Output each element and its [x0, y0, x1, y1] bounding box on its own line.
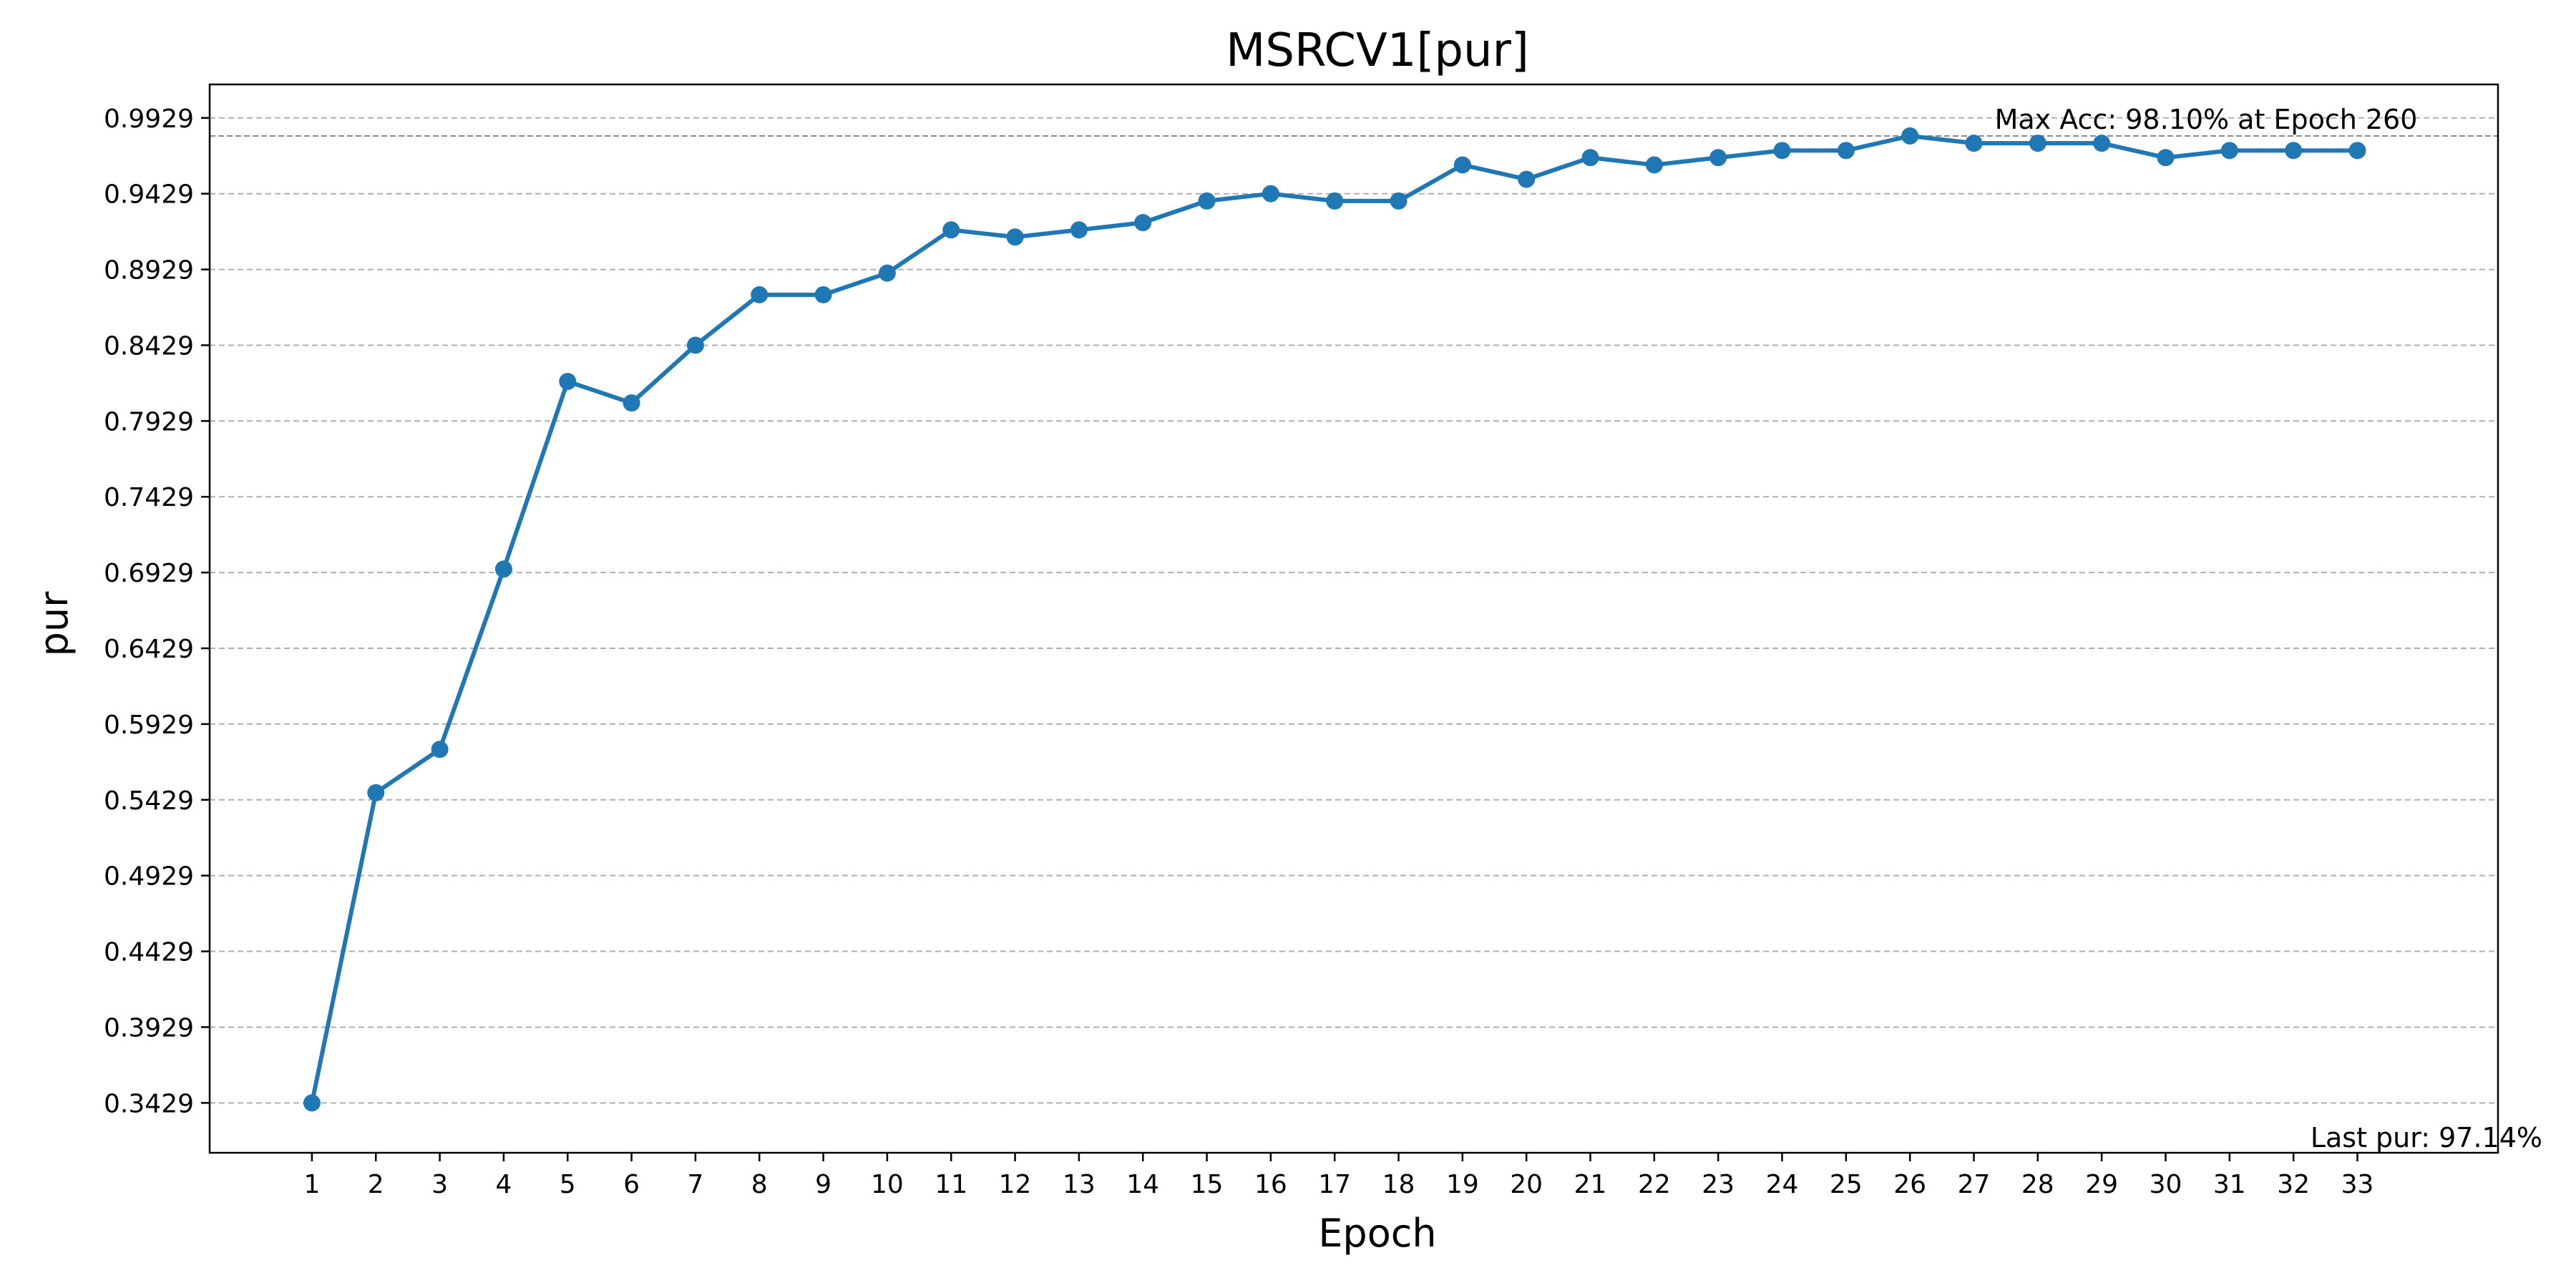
x-tick-label: 16 — [1254, 1170, 1287, 1199]
x-tick-label: 13 — [1063, 1170, 1096, 1199]
x-tick-label: 24 — [1766, 1170, 1799, 1199]
series-line-layer — [309, 134, 2358, 1103]
data-point — [2093, 135, 2111, 152]
x-tick-label: 7 — [687, 1170, 703, 1199]
x-tick-label: 1 — [303, 1170, 320, 1199]
y-tick-label: 0.8929 — [104, 256, 194, 286]
x-tick-label: 5 — [560, 1170, 576, 1199]
x-axis-ticks: 1 2 3 4 5 6 7 8 9 10 11 12 13 14 15 16 17 18 19 20 21 22 23 24 2… — [303, 1153, 2373, 1199]
x-tick-label: 28 — [2021, 1170, 2054, 1199]
series-line — [309, 134, 2358, 1103]
y-tick-label: 0.4429 — [104, 938, 194, 967]
data-point — [2157, 149, 2175, 167]
x-tick-label: 30 — [2150, 1170, 2182, 1199]
y-tick-label: 0.4929 — [104, 862, 194, 892]
last-value-annotation: Last pur: 97.14% — [2311, 1122, 2542, 1153]
data-point — [623, 394, 640, 412]
x-tick-label: 22 — [1638, 1170, 1671, 1199]
data-point — [1837, 142, 1855, 160]
data-point — [1709, 149, 1727, 167]
x-tick-label: 21 — [1574, 1170, 1607, 1199]
x-tick-label: 4 — [495, 1170, 512, 1199]
data-point — [1390, 192, 1407, 210]
data-point — [2348, 142, 2366, 160]
x-tick-label: 27 — [1958, 1170, 1991, 1199]
y-tick-label: 0.9429 — [104, 180, 194, 210]
data-point — [1518, 170, 1536, 188]
x-tick-label: 32 — [2277, 1170, 2310, 1199]
x-tick-label: 33 — [2341, 1170, 2374, 1199]
y-tick-label: 0.3429 — [104, 1089, 194, 1118]
data-point — [1326, 192, 1344, 210]
y-tick-label: 0.3929 — [104, 1013, 194, 1043]
data-point — [814, 286, 832, 303]
x-tick-label: 20 — [1510, 1170, 1543, 1199]
x-tick-label: 9 — [815, 1170, 831, 1199]
x-tick-label: 8 — [751, 1170, 768, 1199]
data-point — [1645, 156, 1663, 174]
chart-title: MSRCV1[pur] — [1226, 24, 1529, 77]
x-tick-label: 11 — [935, 1170, 967, 1199]
x-tick-label: 31 — [2213, 1170, 2246, 1199]
y-tick-label: 0.6429 — [104, 635, 194, 664]
data-point — [1134, 214, 1152, 232]
grid-lines — [210, 117, 2498, 1104]
x-tick-label: 17 — [1318, 1170, 1351, 1199]
data-point — [2029, 135, 2046, 152]
x-tick-label: 25 — [1830, 1170, 1863, 1199]
x-tick-label: 12 — [999, 1170, 1032, 1199]
data-point — [686, 336, 704, 354]
data-point — [367, 784, 385, 801]
x-tick-label: 10 — [871, 1170, 904, 1199]
y-tick-label: 0.7929 — [104, 407, 194, 436]
x-tick-label: 18 — [1382, 1170, 1415, 1199]
x-axis-label: Epoch — [1318, 1211, 1436, 1256]
data-point — [1773, 142, 1791, 160]
data-point — [1198, 192, 1216, 210]
x-tick-label: 26 — [1893, 1170, 1926, 1199]
x-tick-label: 23 — [1702, 1170, 1735, 1199]
data-point — [751, 286, 769, 303]
series-points-layer — [303, 127, 2366, 1112]
x-tick-label: 2 — [368, 1170, 384, 1199]
y-tick-label: 0.6929 — [104, 559, 194, 588]
data-point — [494, 560, 512, 578]
plot-frame — [208, 83, 2499, 1154]
y-tick-label: 0.8429 — [104, 331, 194, 361]
data-point — [431, 741, 449, 758]
y-tick-label: 0.9929 — [104, 104, 194, 134]
data-point — [2285, 142, 2303, 160]
x-tick-label: 6 — [623, 1170, 640, 1199]
y-tick-label: 0.7429 — [104, 483, 194, 512]
y-axis-ticks: 0.3429 0.3929 0.4429 0.4929 0.5429 0.5929 0.64… — [104, 104, 210, 1118]
data-point — [1581, 149, 1599, 167]
x-tick-label: 3 — [431, 1170, 448, 1199]
data-point — [2220, 142, 2238, 160]
data-point — [1901, 127, 1919, 145]
max-accuracy-annotation: Max Acc: 98.10% at Epoch 260 — [1995, 104, 2418, 135]
x-tick-label: 19 — [1446, 1170, 1479, 1199]
y-tick-label: 0.5929 — [104, 711, 194, 740]
data-point — [1006, 228, 1024, 246]
y-axis-label: pur — [31, 591, 77, 657]
data-point — [1262, 185, 1279, 203]
data-point — [942, 221, 960, 239]
data-point — [878, 264, 896, 282]
x-tick-label: 29 — [2085, 1170, 2118, 1199]
y-tick-label: 0.5429 — [104, 786, 194, 816]
data-point — [1070, 221, 1088, 239]
data-point — [559, 373, 577, 391]
x-tick-label: 15 — [1191, 1170, 1224, 1199]
data-point — [303, 1094, 321, 1112]
data-point — [1453, 156, 1471, 174]
data-point — [1965, 135, 1983, 152]
x-tick-label: 14 — [1126, 1170, 1159, 1199]
